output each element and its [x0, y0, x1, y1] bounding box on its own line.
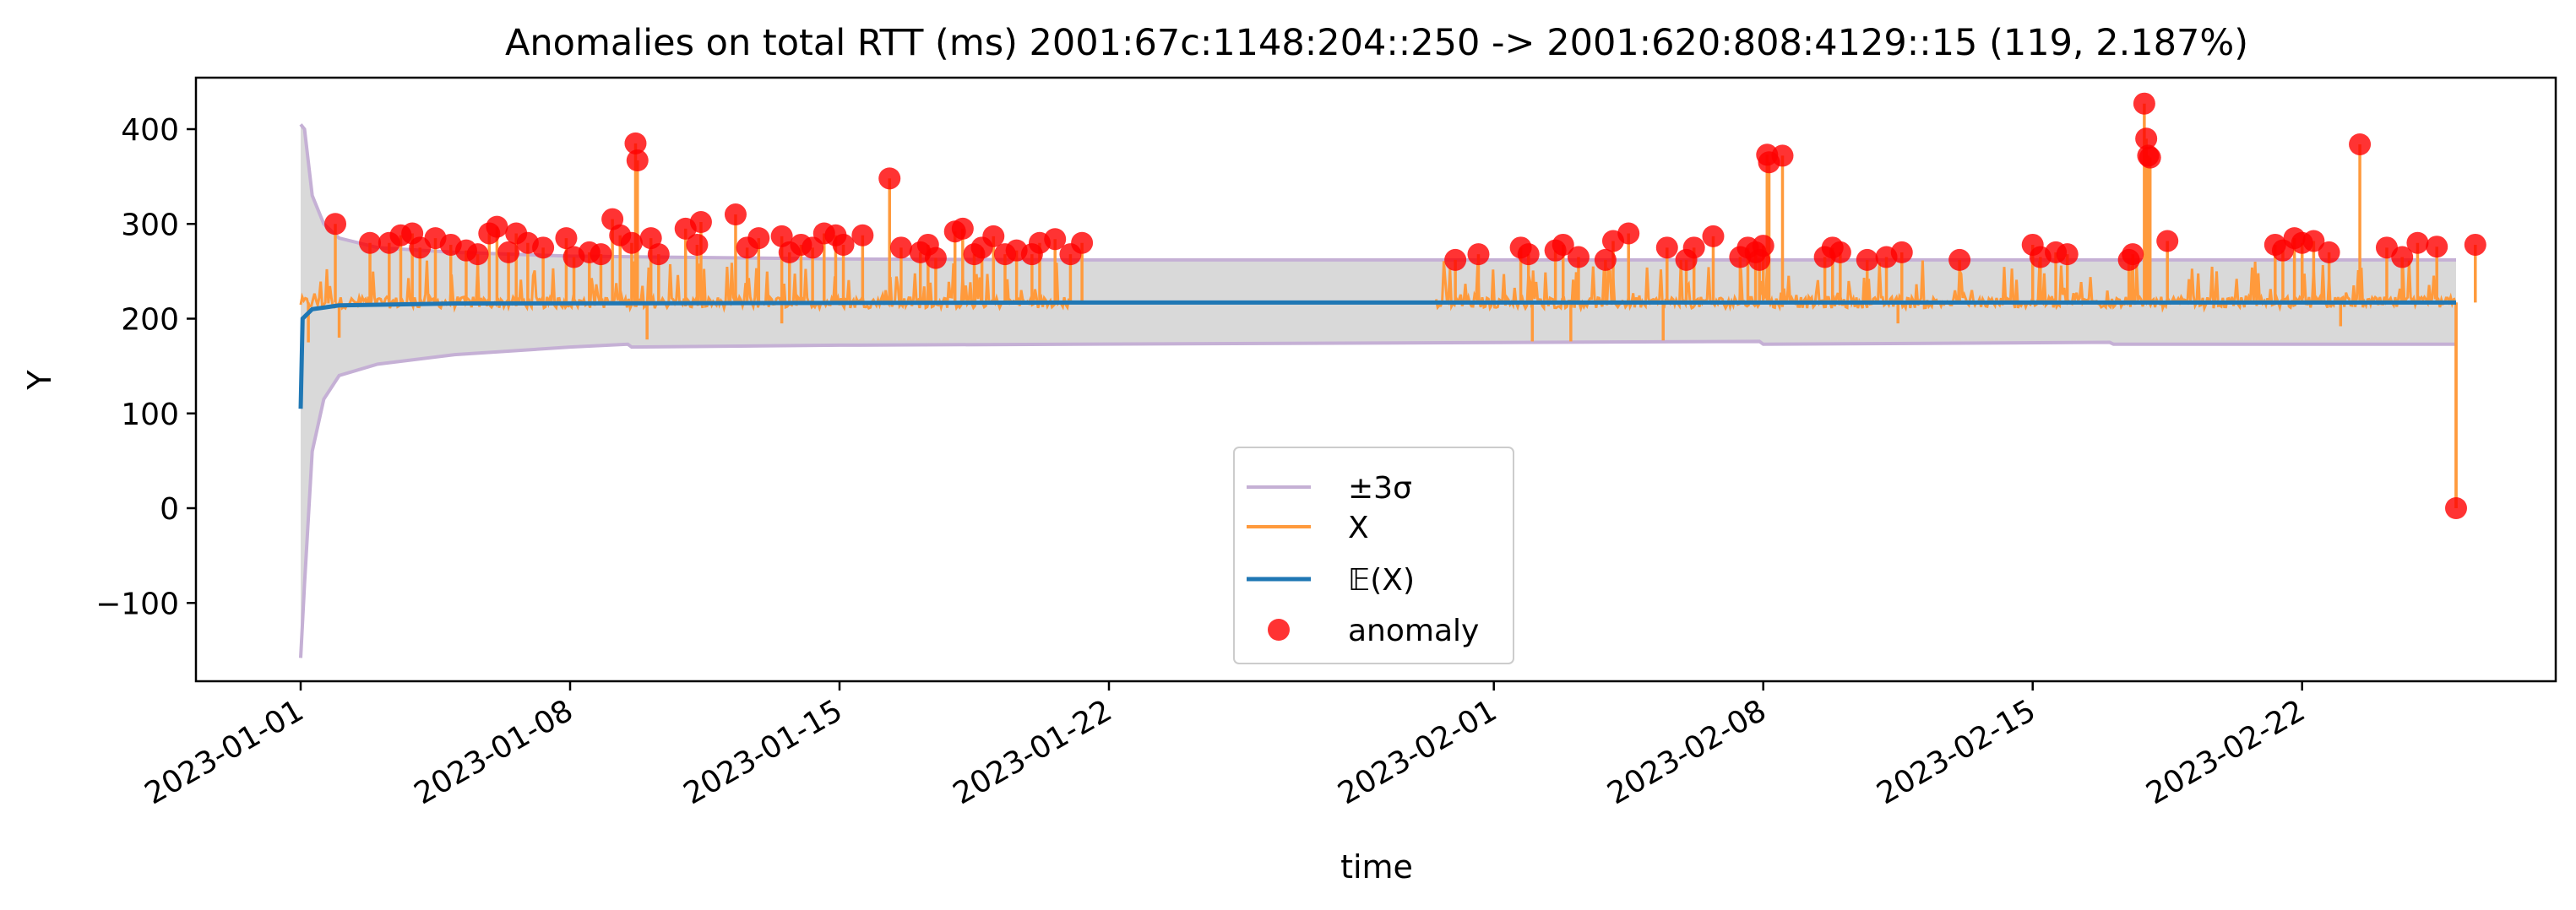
anomaly-point: [1890, 241, 1913, 263]
sigma-lower-line: [299, 339, 2456, 658]
anomaly-point: [747, 227, 770, 250]
anomaly-point: [1044, 228, 1067, 251]
anomaly-point: [1071, 231, 1094, 254]
anomaly-point: [1829, 241, 1851, 263]
anomaly-point: [466, 243, 489, 266]
x-tick-label: 2023-01-01: [139, 693, 310, 811]
anomaly-point: [1552, 233, 1574, 256]
y-tick-label: −100: [95, 587, 179, 621]
mean-line: [298, 300, 2456, 409]
y-tick-label: 200: [121, 303, 179, 338]
anomaly-point: [724, 203, 747, 226]
anomaly-point: [324, 213, 347, 236]
x-tick-label: 2023-02-01: [1333, 693, 1503, 811]
anomaly-point: [686, 233, 709, 256]
anomaly-point: [2464, 233, 2486, 256]
y-tick-label: 100: [121, 398, 179, 432]
anomaly-point: [497, 241, 520, 263]
anomaly-point: [1617, 222, 1640, 245]
legend-box: [1233, 447, 1514, 664]
legend-label-sigma: ±3σ: [1348, 471, 1412, 506]
anomaly-point: [982, 225, 1005, 247]
x-tick-label: 2023-01-22: [948, 693, 1118, 811]
anomaly-point: [951, 217, 974, 240]
anomaly-point: [2056, 243, 2079, 266]
anomaly-point: [1517, 243, 1540, 266]
anomaly-point: [851, 224, 874, 246]
legend-label-mean: 𝔼(X): [1348, 563, 1415, 598]
anomaly-point: [878, 167, 901, 190]
anomaly-point: [2349, 133, 2372, 155]
y-tick-label: 300: [121, 208, 179, 242]
anomaly-point: [2318, 241, 2340, 263]
anomaly-point: [620, 231, 643, 254]
x-tick-label: 2023-02-08: [1602, 693, 1773, 811]
x-tick-label: 2023-01-15: [678, 693, 849, 811]
anomaly-point: [1948, 248, 1971, 271]
anomaly-point: [590, 243, 612, 266]
anomaly-point: [1655, 236, 1678, 259]
anomaly-point: [2156, 230, 2179, 252]
chart-title: Anomalies on total RTT (ms) 2001:67c:114…: [505, 22, 2248, 64]
anomaly-point: [2391, 246, 2414, 268]
anomaly-point: [889, 236, 912, 259]
anomaly-point: [359, 231, 382, 254]
anomaly-point: [2302, 230, 2325, 252]
anomaly-point: [1444, 248, 1467, 271]
anomaly-point: [2445, 497, 2467, 519]
plot-frame: [194, 76, 2557, 683]
legend-label-anomaly: anomaly: [1348, 614, 1479, 648]
anomaly-point: [647, 243, 670, 266]
anomaly-point: [624, 132, 647, 154]
anomaly-point: [1771, 144, 1794, 167]
y-axis-label: Y: [21, 370, 58, 391]
y-axis: −100 0 100 200 300 400: [95, 113, 196, 621]
legend: ±3σ X 𝔼(X) anomaly: [1233, 447, 1514, 664]
y-tick-label: 400: [121, 113, 179, 148]
anomaly-point: [1702, 225, 1725, 247]
anomaly-point: [555, 227, 578, 250]
anomaly-point: [532, 236, 555, 259]
anomaly-point: [1594, 248, 1617, 271]
x-axis-label: time: [1340, 848, 1413, 886]
x-axis: 2023-01-01 2023-01-08 2023-01-15 2023-01-22…: [139, 681, 2311, 811]
anomaly-point: [2133, 92, 2155, 115]
anomaly-point: [2426, 236, 2448, 258]
x-tick-label: 2023-01-08: [409, 693, 579, 811]
anomaly-point: [2139, 146, 2161, 169]
anomaly-point: [486, 215, 508, 238]
x-tick-label: 2023-02-15: [1872, 693, 2042, 811]
anomaly-point: [626, 149, 649, 172]
anomaly-point: [832, 233, 855, 256]
anomaly-point: [1467, 243, 1490, 266]
anomaly-point: [689, 211, 712, 234]
anomaly-point: [1682, 236, 1705, 259]
anomaly-point: [1856, 248, 1878, 271]
anomaly-point: [2135, 127, 2158, 150]
mean-series-layer: [298, 300, 2456, 409]
anomaly-point: [1752, 235, 1774, 257]
legend-swatch-anomaly: [1268, 619, 1290, 641]
anomaly-point: [924, 246, 947, 269]
anomaly-layer: [324, 92, 2486, 519]
legend-label-x: X: [1348, 511, 1369, 545]
anomaly-point: [2406, 231, 2429, 254]
anomaly-point: [1567, 246, 1590, 268]
anomaly-point: [2122, 243, 2144, 266]
x-tick-label: 2023-02-22: [2141, 693, 2312, 811]
y-tick-label: 0: [160, 492, 179, 527]
plot-area: [194, 76, 2557, 683]
